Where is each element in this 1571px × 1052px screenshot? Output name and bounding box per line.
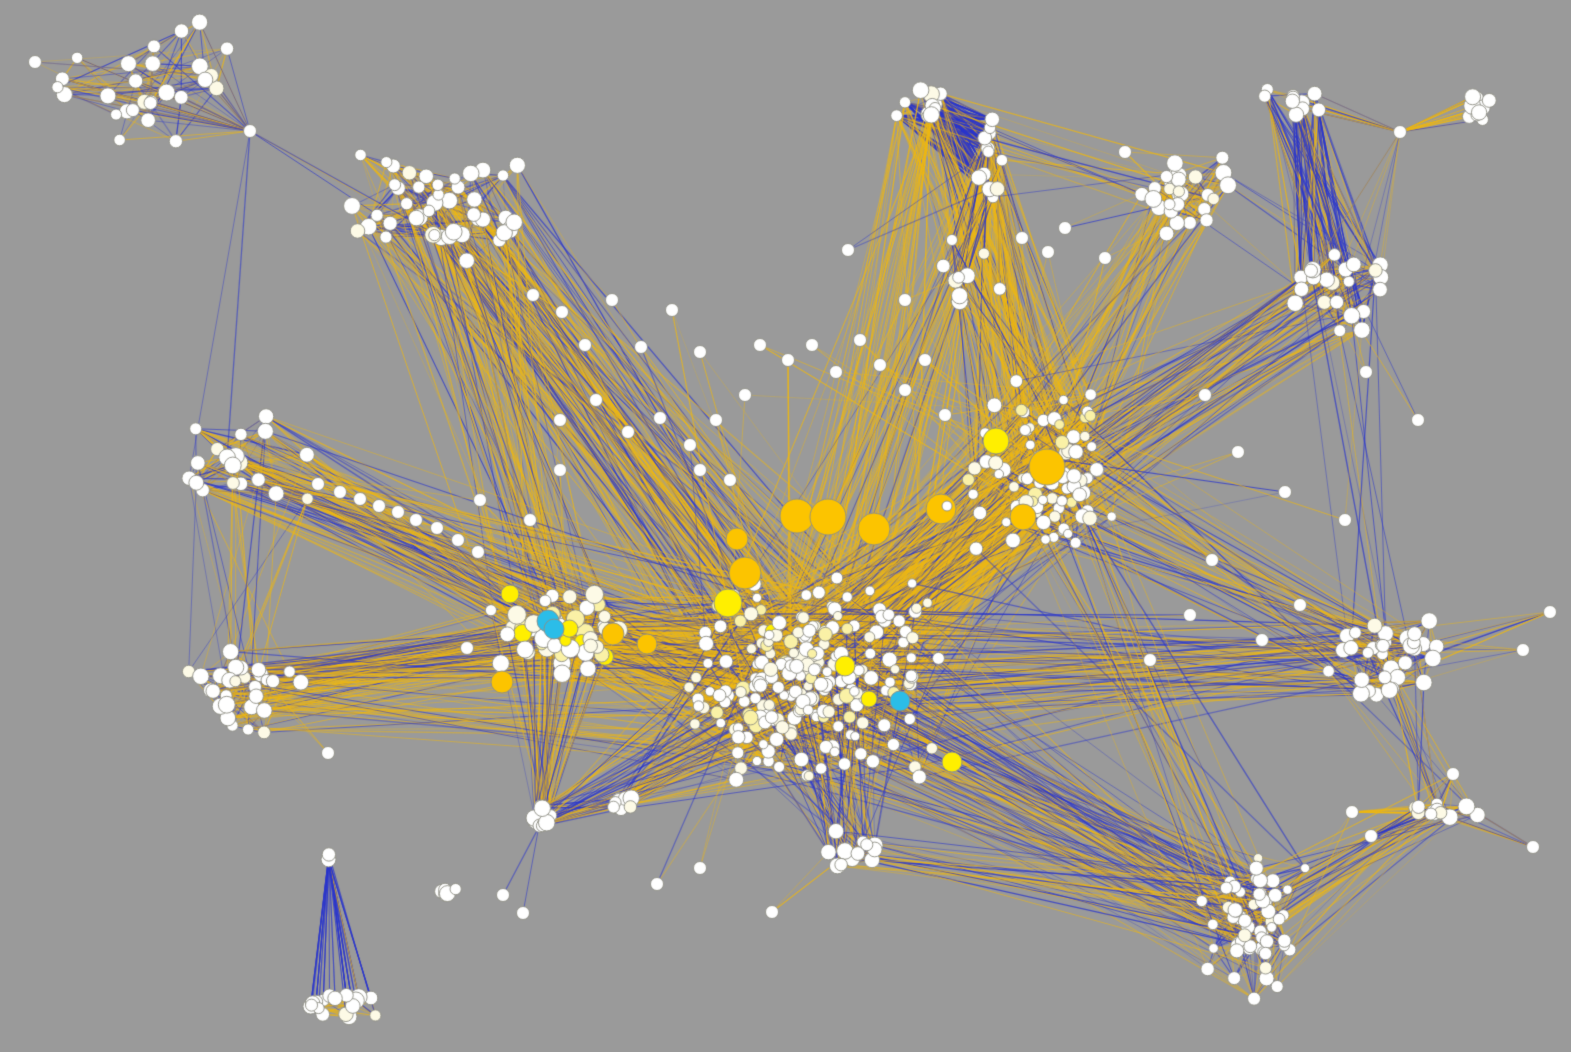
graph-viewport[interactable] xyxy=(0,0,1571,1052)
app-root: { "app": { "background": "#9a9a9a" }, "p… xyxy=(0,0,1571,1052)
network-graph[interactable] xyxy=(0,0,1571,1052)
